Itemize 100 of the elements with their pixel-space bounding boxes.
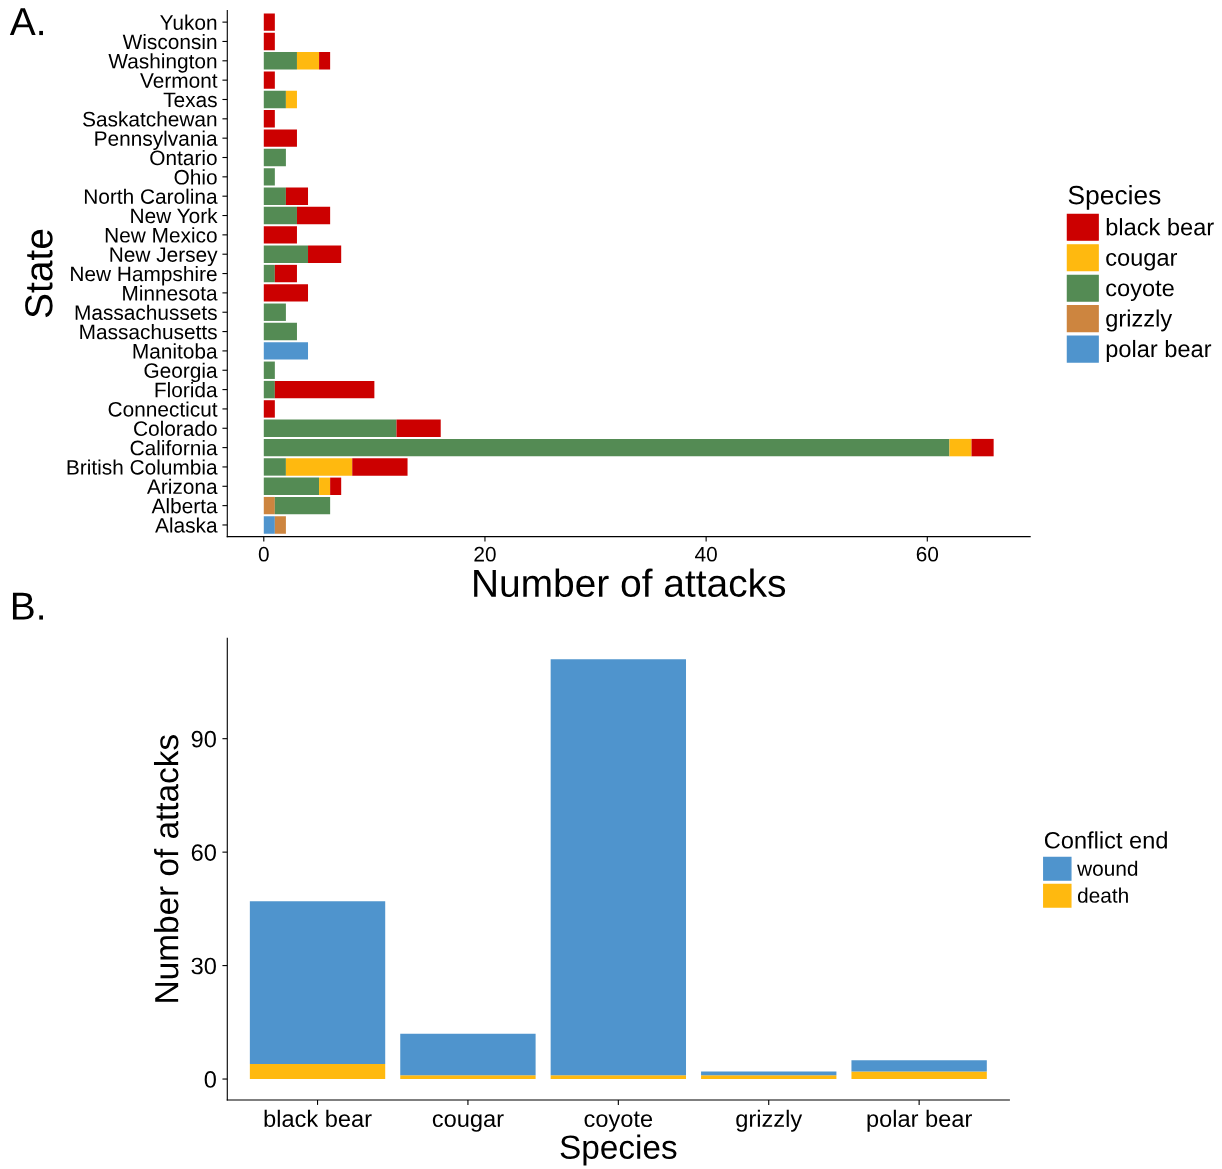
x-tick-label: 60 [916,546,939,562]
legend-label: black bear [1106,218,1214,236]
bar [550,659,687,1076]
bar [396,419,441,437]
bar [296,52,320,70]
x-tick-label: 0 [258,546,269,562]
bar [400,1075,536,1080]
bar [550,1075,687,1080]
legend-label: coyote [1106,280,1174,302]
bar [285,187,309,205]
bar [263,477,320,495]
y-tick-label: Yukon [160,14,217,30]
bar [319,477,331,495]
bar [285,458,353,476]
y-tick-label: Arizona [146,478,218,495]
bar [263,284,309,302]
bar [263,303,286,321]
bar [971,438,994,457]
bar [249,1063,386,1080]
y-tick-label: 60 [191,844,216,861]
bar [263,226,297,244]
bar [263,419,397,437]
y-tick-label: New Hampshire [71,266,217,286]
x-tick-label: 20 [474,546,496,562]
legend-title: Species [1068,185,1161,210]
bar [263,13,275,31]
y-tick-label: 30 [191,957,216,975]
legend-label: polar bear [1106,339,1212,362]
y-tick-label: Alaska [155,517,218,533]
y-tick-label: Colorado [134,420,217,437]
bar [249,901,386,1064]
y-tick-label: Manitoba [133,343,218,359]
bar [263,380,275,399]
bar [851,1060,987,1072]
bar [701,1075,837,1080]
bar [308,245,342,263]
y-tick-label: Wisconsin [122,33,217,50]
legend-label: wound [1077,860,1138,876]
bar [263,52,297,70]
x-tick-label: 40 [695,546,717,562]
y-tick-label: Saskatchewan [83,111,217,127]
bar [851,1071,987,1080]
bar [263,32,275,51]
x-axis-title: Species [560,1134,677,1166]
bar [319,52,331,70]
bar [701,1071,837,1076]
bar [274,264,297,283]
y-tick-label: Minnesota [123,285,218,301]
y-tick-label: Washington [108,53,217,73]
y-tick-label: New Mexico [105,227,217,243]
y-tick-label: Massachusetts [80,324,217,340]
y-tick-label: Ohio [174,169,217,185]
legend-title: Conflict end [1044,831,1167,849]
y-tick-label: 90 [191,730,216,748]
bar [263,90,286,109]
bar [263,516,275,534]
y-tick-label: Florida [155,382,218,398]
bar [263,148,286,167]
y-tick-label: California [130,440,218,456]
legend-label: cougar [1106,252,1178,271]
y-tick-label: New Jersey [110,247,218,267]
bar [263,458,286,476]
x-axis-title: Number of attacks [474,568,786,598]
x-tick-label: polar bear [867,1109,972,1132]
bar [274,496,331,515]
y-tick-label: Connecticut [108,401,218,417]
y-tick-label: 0 [204,1071,216,1088]
bar [949,438,972,457]
y-tick-label: Alberta [151,498,218,514]
y-tick-label: Massachussets [75,304,217,320]
legend-label: death [1077,887,1128,903]
y-axis-title: State [25,229,53,318]
bar [263,71,275,89]
bar [352,458,408,476]
bar [263,400,275,418]
y-tick-label: New York [131,207,218,224]
y-tick-label: Vermont [140,73,218,88]
bar [263,264,275,283]
bar [274,380,375,399]
bar [274,516,286,534]
bar [263,206,297,225]
y-tick-label: Pennsylvania [95,130,218,151]
bar [330,477,342,495]
y-tick-label: Ontario [150,149,217,166]
bar [400,1033,536,1076]
x-tick-label: coyote [584,1111,653,1132]
bar [263,438,950,457]
y-axis-title: Number of attacks [153,735,179,1002]
bar [263,496,275,515]
x-tick-label: grizzly [736,1109,803,1132]
x-tick-label: black bear [264,1109,372,1128]
bar [263,342,309,360]
x-tick-label: cougar [432,1114,504,1132]
bar [263,361,275,379]
legend-label: grizzly [1106,309,1173,332]
y-tick-label: Georgia [144,362,218,383]
text: B. [12,592,43,620]
bar [296,206,331,225]
bar [263,245,309,263]
text: A. [9,8,43,36]
